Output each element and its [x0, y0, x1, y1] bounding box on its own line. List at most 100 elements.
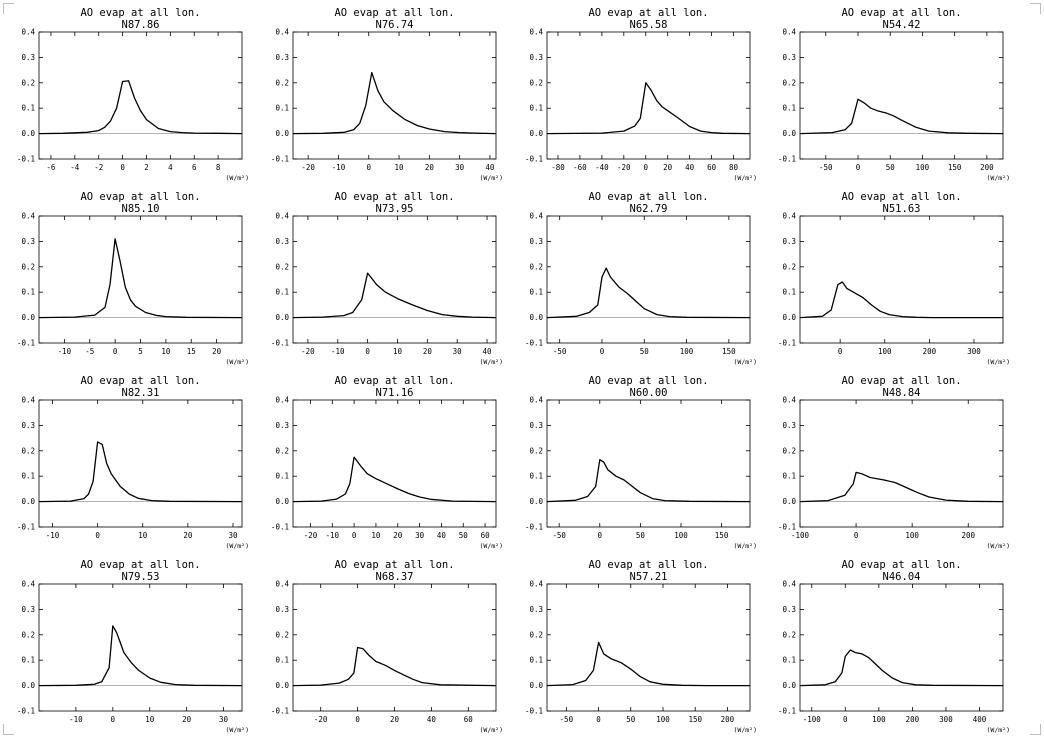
y-tick-label: 0.2	[782, 262, 796, 271]
plot-frame	[39, 584, 242, 711]
x-axis-unit-label: (W/m²)	[987, 726, 1010, 734]
x-tick-label: -10	[326, 531, 340, 540]
y-tick-label: 0.3	[529, 237, 543, 246]
y-tick-label: 0.4	[782, 212, 796, 221]
crop-mark-bottom-right	[1030, 724, 1041, 735]
y-tick-label: 0.2	[21, 630, 35, 639]
y-tick-label: 0.1	[275, 104, 289, 113]
panel-subtitle: N87.86	[122, 19, 160, 31]
panel-title: AO evap at all lon.	[841, 191, 961, 203]
y-tick-label: -0.1	[778, 339, 796, 348]
panel: AO evap at all lon.N76.74-0.10.00.10.20.…	[271, 7, 503, 182]
y-tick-label: 0.0	[275, 497, 289, 506]
y-tick-label: 0.4	[21, 28, 35, 37]
x-tick-label: -50	[552, 531, 566, 540]
y-tick-label: 0.3	[275, 53, 289, 62]
x-tick-label: 0	[838, 347, 843, 356]
panel: AO evap at all lon.N65.58-0.10.00.10.20.…	[525, 7, 757, 182]
x-tick-label: -4	[70, 163, 80, 172]
x-tick-label: 10	[145, 715, 155, 724]
y-tick-label: 0.0	[782, 497, 796, 506]
x-tick-label: -10	[332, 163, 346, 172]
x-tick-label: -60	[573, 163, 587, 172]
x-axis-unit-label: (W/m²)	[480, 174, 503, 182]
y-tick-label: -0.1	[271, 155, 289, 164]
y-tick-label: -0.1	[525, 339, 543, 348]
x-tick-label: 100	[905, 531, 919, 540]
x-tick-label: 8	[216, 163, 221, 172]
panel-title: AO evap at all lon.	[588, 559, 708, 571]
y-tick-label: -0.1	[271, 707, 289, 716]
y-tick-label: 0.4	[275, 28, 289, 37]
x-tick-label: -50	[819, 163, 833, 172]
x-tick-label: 40	[427, 715, 437, 724]
x-tick-label: 200	[980, 163, 994, 172]
plot-frame	[547, 32, 750, 159]
y-tick-label: -0.1	[271, 523, 289, 532]
x-tick-label: 30	[455, 163, 465, 172]
series-line	[39, 626, 242, 686]
crop-mark-bottom-left	[3, 724, 14, 735]
x-tick-label: 50	[459, 531, 469, 540]
x-tick-label: 20	[390, 715, 400, 724]
y-tick-label: 0.2	[529, 78, 543, 87]
x-tick-label: 0	[120, 163, 125, 172]
y-tick-label: 0.2	[529, 262, 543, 271]
x-axis-unit-label: (W/m²)	[734, 726, 757, 734]
panel-subtitle: N85.10	[122, 203, 160, 215]
plot-frame	[547, 584, 750, 711]
x-tick-label: 30	[415, 531, 425, 540]
x-tick-label: 0	[600, 347, 605, 356]
x-tick-label: 0	[366, 163, 371, 172]
panel: AO evap at all lon.N73.95-0.10.00.10.20.…	[271, 191, 503, 366]
y-tick-label: -0.1	[778, 707, 796, 716]
x-tick-label: 400	[973, 715, 987, 724]
y-tick-label: 0.4	[21, 396, 35, 405]
panel-subtitle: N76.74	[376, 19, 414, 31]
plot-frame	[800, 32, 1003, 159]
x-tick-label: 60	[481, 531, 491, 540]
panel-subtitle: N48.84	[883, 387, 921, 399]
x-tick-label: 20	[183, 531, 193, 540]
series-line	[800, 472, 1003, 501]
panel-subtitle: N73.95	[376, 203, 414, 215]
y-tick-label: 0.3	[21, 605, 35, 614]
panel-title: AO evap at all lon.	[334, 191, 454, 203]
plot-frame	[293, 216, 496, 343]
series-line	[800, 282, 1003, 318]
y-tick-label: 0.2	[275, 78, 289, 87]
x-tick-label: 6	[192, 163, 197, 172]
y-tick-label: 0.3	[275, 421, 289, 430]
y-tick-label: 0.1	[782, 656, 796, 665]
crop-mark-top-right	[1030, 3, 1041, 14]
y-tick-label: 0.3	[782, 237, 796, 246]
panel-subtitle: N62.79	[630, 203, 668, 215]
panel-title: AO evap at all lon.	[80, 559, 200, 571]
y-tick-label: 0.3	[782, 53, 796, 62]
x-tick-label: 60	[707, 163, 717, 172]
panel-title: AO evap at all lon.	[334, 559, 454, 571]
series-line	[293, 457, 496, 502]
panel: AO evap at all lon.N54.42-0.10.00.10.20.…	[778, 7, 1010, 182]
y-tick-label: 0.4	[529, 28, 543, 37]
x-tick-label: 20	[393, 531, 403, 540]
y-tick-label: -0.1	[525, 707, 543, 716]
y-tick-label: 0.1	[529, 288, 543, 297]
series-line	[39, 81, 242, 134]
y-tick-label: 0.0	[275, 681, 289, 690]
panel: AO evap at all lon.N57.21-0.10.00.10.20.…	[525, 559, 757, 734]
y-tick-label: 0.3	[529, 605, 543, 614]
y-tick-label: 0.2	[782, 78, 796, 87]
y-tick-label: 0.0	[782, 681, 796, 690]
x-axis-unit-label: (W/m²)	[480, 358, 503, 366]
series-line	[39, 239, 242, 318]
x-tick-label: 100	[916, 163, 930, 172]
x-tick-label: 10	[393, 347, 403, 356]
x-tick-label: 50	[626, 715, 636, 724]
x-tick-label: 150	[688, 715, 702, 724]
plot-frame	[293, 584, 496, 711]
y-tick-label: 0.3	[21, 53, 35, 62]
y-tick-label: 0.2	[529, 630, 543, 639]
x-tick-label: 200	[906, 715, 920, 724]
